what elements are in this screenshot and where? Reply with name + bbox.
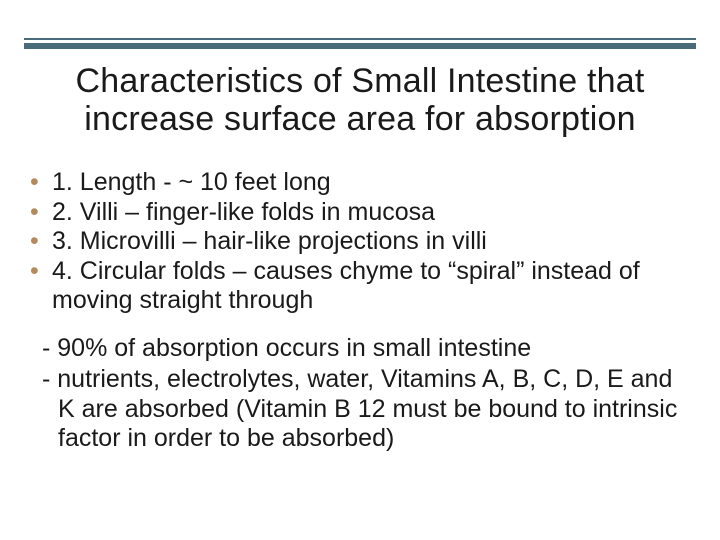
bullet-item: 4. Circular folds – causes chyme to “spi… bbox=[30, 257, 690, 316]
top-rule-thick bbox=[24, 43, 696, 49]
top-rule-thin bbox=[24, 38, 696, 40]
secondary-item: - 90% of absorption occurs in small inte… bbox=[30, 334, 690, 364]
slide-title: Characteristics of Small Intestine that … bbox=[24, 62, 696, 138]
top-rule bbox=[24, 38, 696, 52]
bullet-item: 2. Villi – finger-like folds in mucosa bbox=[30, 198, 690, 228]
slide: Characteristics of Small Intestine that … bbox=[0, 0, 720, 540]
secondary-list: - 90% of absorption occurs in small inte… bbox=[30, 334, 690, 454]
secondary-item: - nutrients, electrolytes, water, Vitami… bbox=[30, 365, 690, 454]
bullet-item: 3. Microvilli – hair-like projections in… bbox=[30, 227, 690, 257]
bullet-item: 1. Length - ~ 10 feet long bbox=[30, 168, 690, 198]
bullet-list: 1. Length - ~ 10 feet long 2. Villi – fi… bbox=[30, 168, 690, 316]
slide-body: 1. Length - ~ 10 feet long 2. Villi – fi… bbox=[30, 168, 690, 454]
